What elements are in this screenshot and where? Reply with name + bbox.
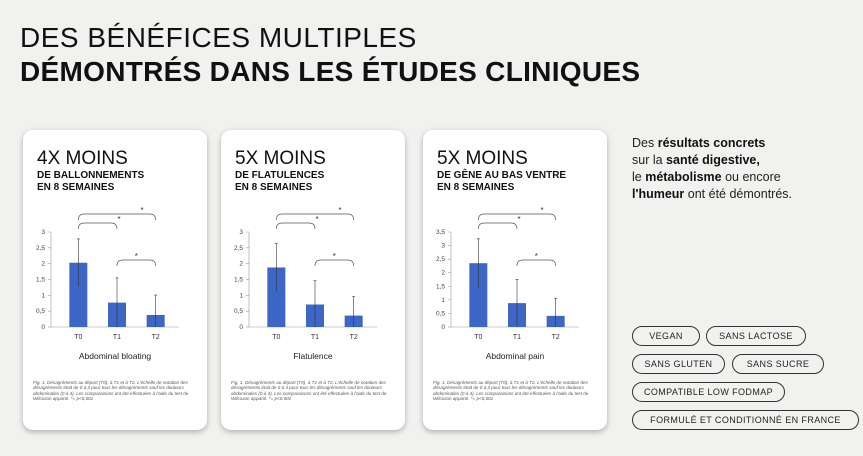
y-tick-label: 1 (441, 297, 445, 304)
tag-sans-sucre: SANS SUCRE (732, 354, 824, 374)
y-tick-label: 2,5 (36, 245, 45, 252)
y-tick-label: 0,5 (436, 310, 445, 317)
significance-star: * (517, 215, 520, 224)
heading-line-2: DÉMONTRÉS DANS LES ÉTUDES CLINIQUES (20, 56, 641, 87)
significance-bracket (275, 213, 355, 221)
bar-T0 (469, 263, 488, 327)
significance-bracket (77, 222, 118, 230)
chart-abdominal-pain: 0 0,5 1 1,5 2 2,5 3 3,5 T0 T1 T2 * * * Abdominal pain (436, 206, 579, 361)
y-tick-label: 1,5 (234, 277, 243, 284)
significance-bracket (275, 222, 316, 230)
x-tick-label: T0 (74, 334, 82, 341)
chart-flatulence: 0 0,5 1 1,5 2 2,5 3 T0 T1 T2 * * * Flatulence (234, 206, 377, 361)
bar-T0 (267, 267, 286, 327)
y-tick-label: 2,5 (436, 256, 445, 263)
y-tick-label: 0 (239, 324, 243, 331)
x-tick-label: T0 (474, 334, 482, 341)
significance-star: * (135, 252, 138, 261)
significance-bracket (77, 213, 157, 221)
significance-star: * (333, 252, 336, 261)
y-tick-label: 1 (41, 292, 45, 299)
card-subtitle: DE GÊNE AU BAS VENTRE EN 8 SEMAINES (437, 170, 567, 193)
significance-star: * (117, 215, 120, 224)
heading-line-1: DES BÉNÉFICES MULTIPLES (20, 22, 417, 53)
significance-star: * (140, 206, 143, 215)
x-tick-label: T0 (272, 334, 280, 341)
tag-sans-lactose: SANS LACTOSE (706, 326, 806, 346)
chart-title: Flatulence (293, 351, 332, 361)
y-tick-label: 3 (441, 243, 445, 250)
card-ratio: 5X MOINS (437, 148, 528, 169)
y-tick-label: 2 (41, 261, 45, 268)
y-tick-label: 3 (41, 229, 45, 236)
x-tick-label: T2 (152, 334, 160, 341)
x-tick-label: T2 (552, 334, 560, 341)
significance-star: * (540, 206, 543, 215)
chart-abdominal-bloating: 0 0,5 1 1,5 2 2,5 3 T0 T1 T2 * * * Abdominal bloating (36, 206, 179, 361)
significance-bracket (477, 213, 557, 221)
figure-caption: Fig. 1. Désagréments au départ (T0), à T… (33, 380, 189, 402)
bar-T0 (69, 262, 88, 327)
significance-star: * (535, 252, 538, 261)
study-card-bloating: 4X MOINS DE BALLONNEMENTS EN 8 SEMAINES … (23, 130, 207, 430)
x-tick-label: T1 (311, 334, 319, 341)
significance-bracket (477, 222, 518, 230)
card-subtitle: DE BALLONNEMENTS EN 8 SEMAINES (37, 170, 145, 193)
y-tick-label: 1,5 (436, 283, 445, 290)
y-tick-label: 0,5 (234, 308, 243, 315)
y-tick-label: 3 (239, 229, 243, 236)
y-tick-label: 3,5 (436, 229, 445, 236)
card-ratio: 4X MOINS (37, 148, 128, 169)
figure-caption: Fig. 1. Désagréments au départ (T0), à T… (231, 380, 387, 402)
significance-bracket (516, 259, 557, 267)
chart-title: Abdominal pain (486, 351, 545, 361)
tag-made-in-france: FORMULÉ ET CONDITIONNÉ EN FRANCE (632, 410, 859, 430)
tag-sans-gluten: SANS GLUTEN (632, 354, 725, 374)
y-tick-label: 0 (41, 324, 45, 331)
significance-star: * (338, 206, 341, 215)
card-subtitle: DE FLATULENCES EN 8 SEMAINES (235, 170, 325, 193)
benefits-text: Des résultats concrets sur la santé dige… (632, 136, 792, 201)
y-tick-label: 2,5 (234, 245, 243, 252)
study-card-abdominal-pain: 5X MOINS DE GÊNE AU BAS VENTRE EN 8 SEMA… (423, 130, 607, 430)
y-tick-label: 2 (441, 270, 445, 277)
figure-caption: Fig. 1. Désagréments au départ (T0), à T… (433, 380, 589, 402)
y-tick-label: 0 (441, 324, 445, 331)
x-tick-label: T2 (350, 334, 358, 341)
y-tick-label: 1 (239, 292, 243, 299)
significance-bracket (314, 259, 355, 267)
y-tick-label: 0,5 (36, 308, 45, 315)
y-tick-label: 2 (239, 261, 243, 268)
chart-title: Abdominal bloating (79, 351, 152, 361)
tag-vegan: VEGAN (632, 326, 700, 346)
x-tick-label: T1 (513, 334, 521, 341)
x-tick-label: T1 (113, 334, 121, 341)
card-ratio: 5X MOINS (235, 148, 326, 169)
significance-star: * (315, 215, 318, 224)
y-tick-label: 1,5 (36, 277, 45, 284)
tag-low-fodmap: COMPATIBLE LOW FODMAP (632, 382, 785, 402)
significance-bracket (116, 259, 157, 267)
